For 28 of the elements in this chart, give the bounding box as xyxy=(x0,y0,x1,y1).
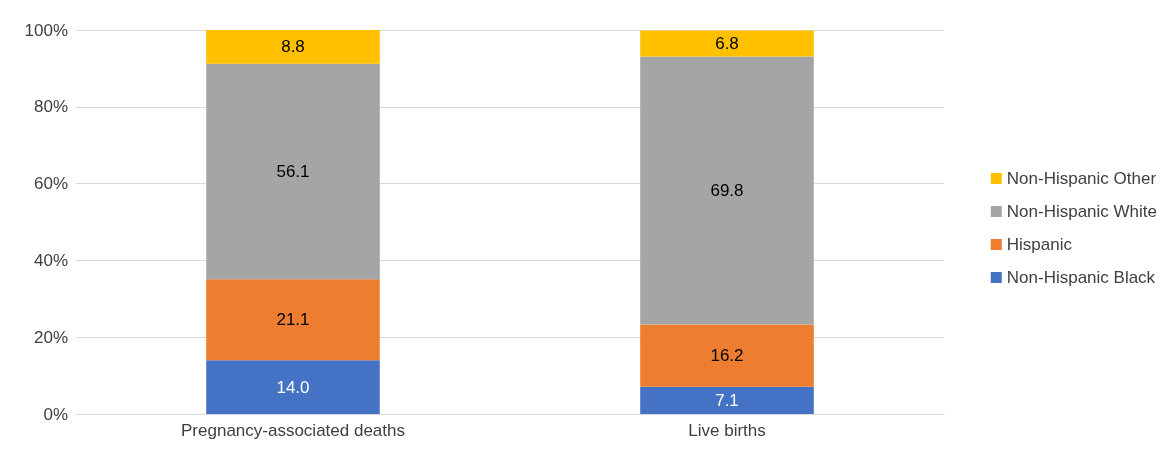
legend-label: Non-Hispanic Other xyxy=(1006,169,1157,188)
legend-label: Non-Hispanic White xyxy=(1006,202,1158,221)
bar xyxy=(206,30,380,64)
data-label: 8.8 xyxy=(281,37,305,57)
bar xyxy=(206,360,380,414)
bar xyxy=(640,56,814,325)
data-label: 7.1 xyxy=(715,390,739,410)
data-label: 56.1 xyxy=(276,162,310,181)
data-label: 16.2 xyxy=(710,346,744,366)
legend-label: Hispanic xyxy=(1006,235,1073,254)
y-tick-label: 0% xyxy=(43,404,68,424)
data-label: 69.8 xyxy=(710,181,744,201)
data-label: 21.1 xyxy=(276,310,310,330)
bar xyxy=(640,386,814,414)
bar xyxy=(640,30,814,57)
legend-label: Non-Hispanic Black xyxy=(1006,268,1156,287)
bar xyxy=(206,279,380,361)
y-tick-label: 80% xyxy=(33,97,68,117)
y-tick-label: 60% xyxy=(33,174,68,194)
data-label: 14.0 xyxy=(276,377,310,397)
y-tick-label: 100% xyxy=(24,20,68,40)
y-tick-label: 20% xyxy=(33,327,68,347)
bar xyxy=(640,324,814,387)
x-tick-label: Pregnancy-associated deaths xyxy=(181,421,405,440)
x-tick-label: Live births xyxy=(688,421,766,440)
data-label: 6.8 xyxy=(715,33,739,53)
y-tick-label: 40% xyxy=(33,250,68,270)
bar xyxy=(206,63,380,280)
